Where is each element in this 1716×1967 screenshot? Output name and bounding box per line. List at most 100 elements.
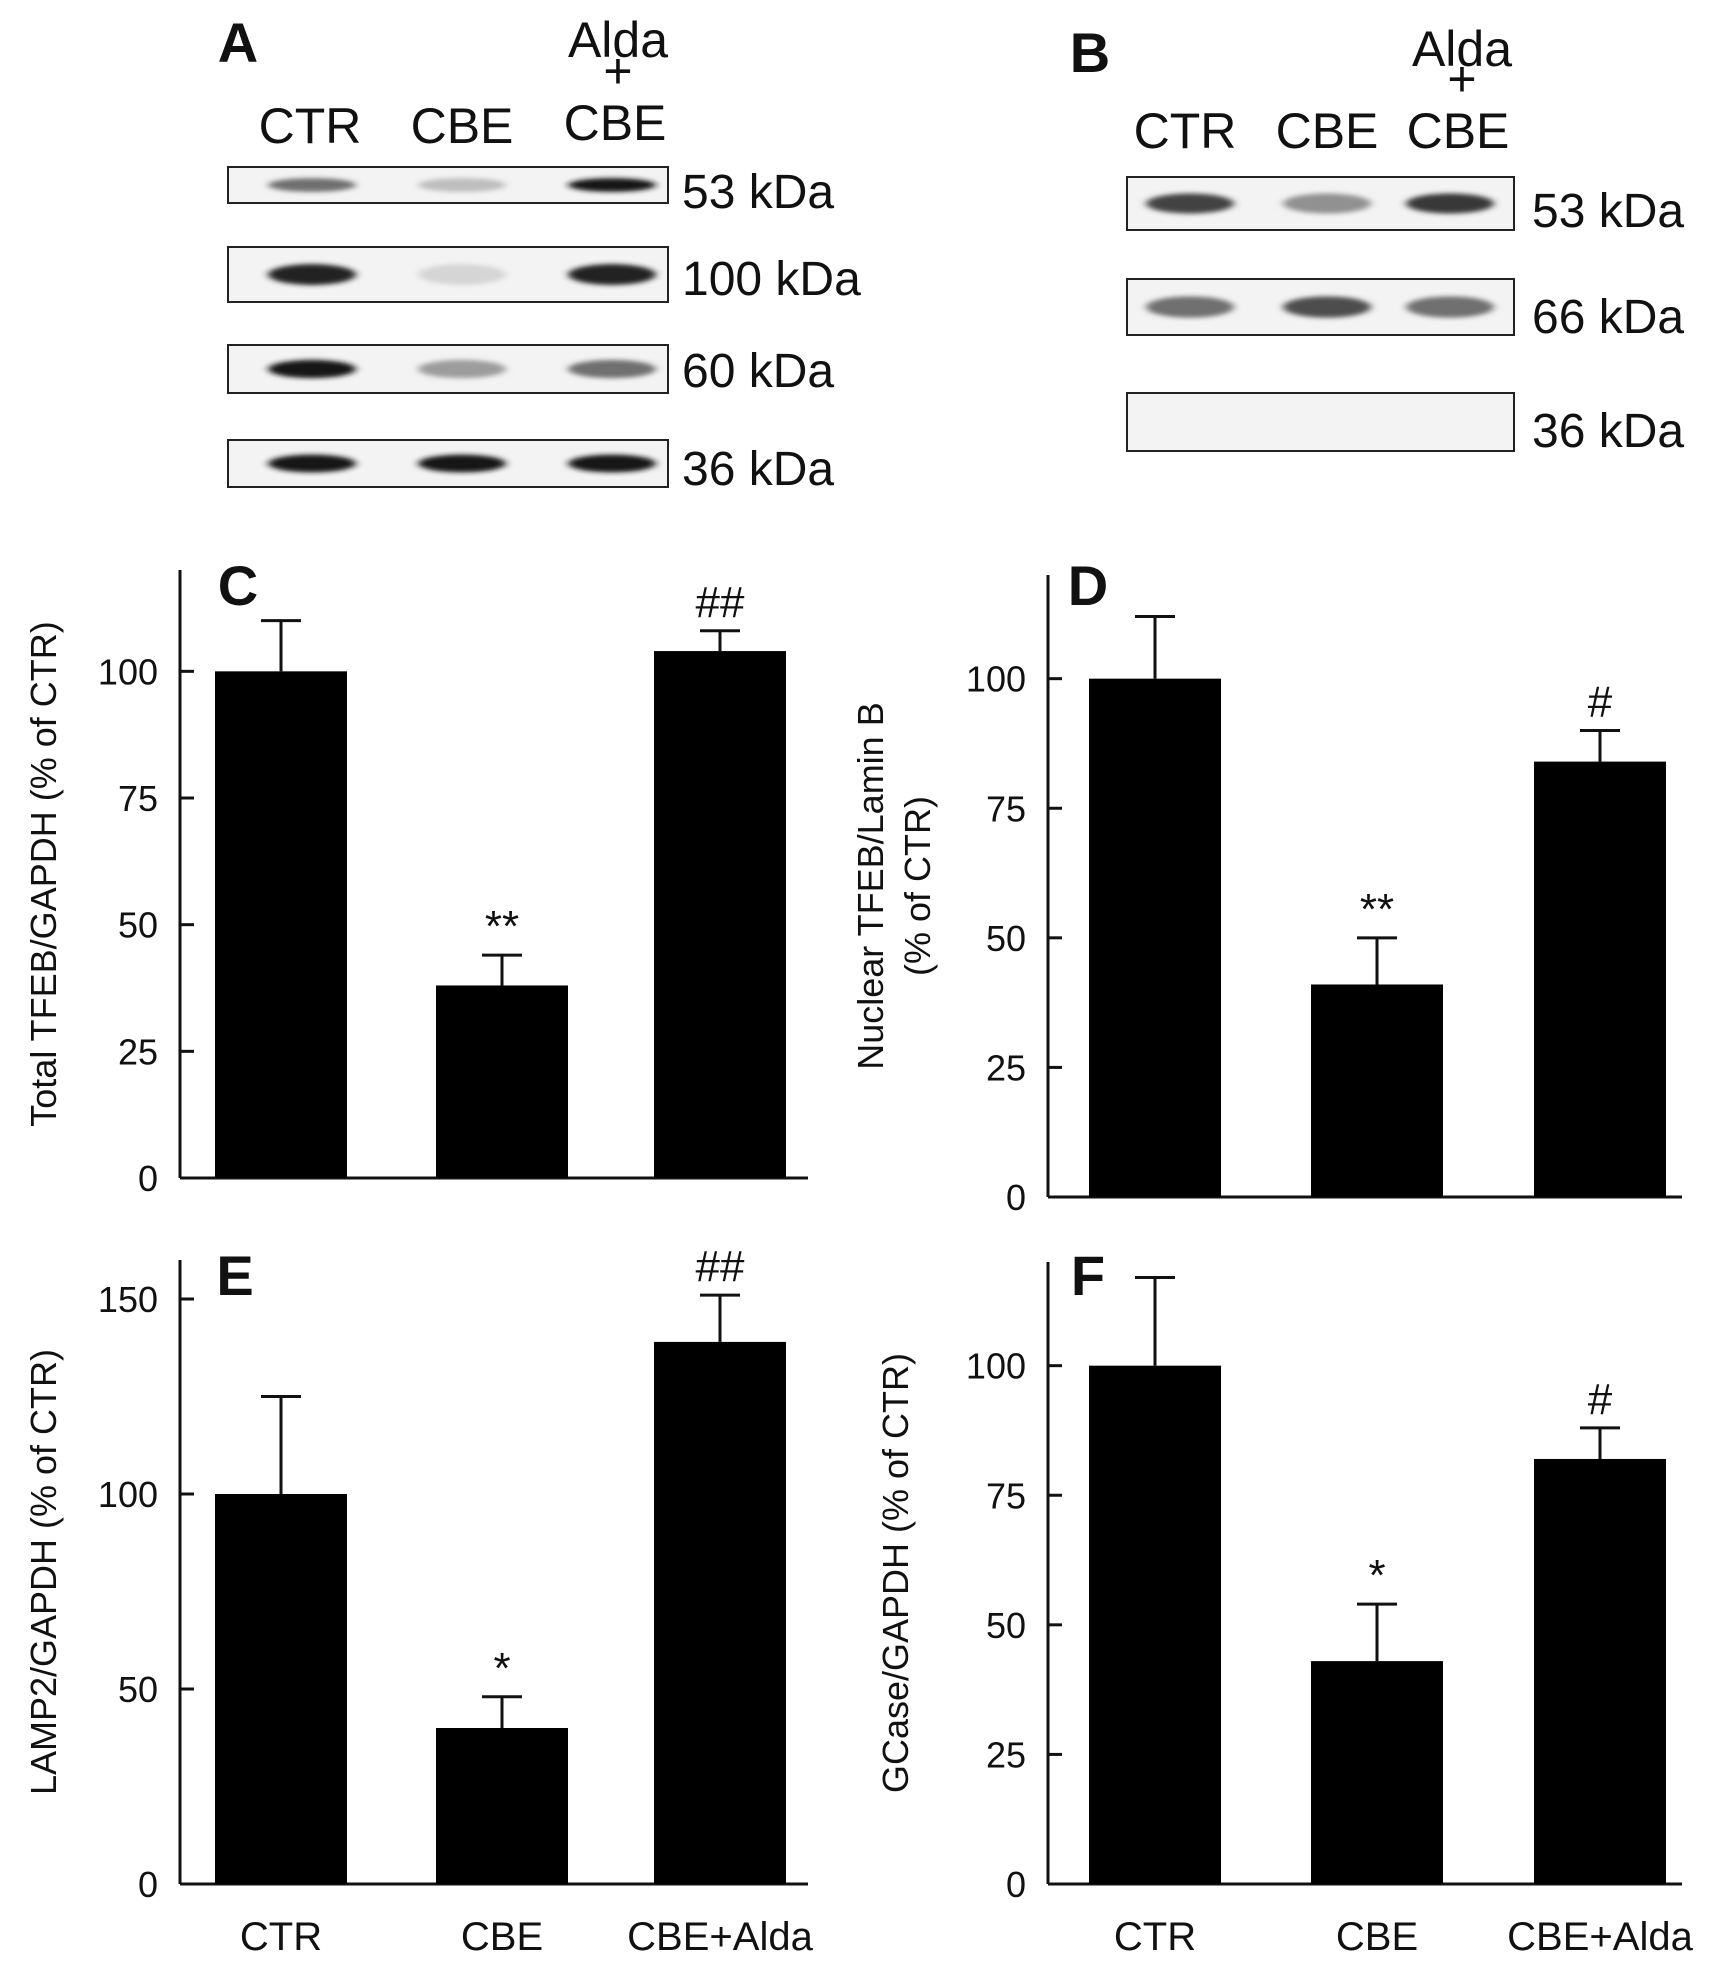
molecular-weight-label: 36 kDa (682, 443, 834, 496)
molecular-weight-label: 66 kDa (1532, 291, 1684, 344)
panel-letter-a: A (218, 11, 258, 74)
y-axis-label: GCase/GAPDH (% of CTR) (875, 1353, 916, 1793)
molecular-weight-label: 36 kDa (1532, 405, 1684, 458)
blot-row: LAMP2100 kDa (227, 246, 861, 306)
bar-cbe-alda (654, 651, 786, 1178)
lane-label: CBE (1407, 103, 1510, 159)
lane-label: CBE (564, 95, 667, 151)
panel-letter-c: C (218, 554, 258, 617)
protein-band (1283, 193, 1371, 214)
protein-band (1406, 296, 1494, 318)
bar-cbe (436, 1728, 568, 1884)
y-axis-label: Nuclear TFEB/Lamin B (850, 702, 891, 1069)
y-axis-label: (% of CTR) (897, 796, 938, 976)
lane-label: Alda (568, 12, 668, 68)
chart-panel-c: C 0 25 50 75 100 Total TFEB/GAPDH (% of CTR) **… (23, 554, 808, 1199)
y-tick-label: 0 (1006, 1864, 1026, 1905)
protein-band (268, 178, 356, 192)
bar-cbe (436, 985, 568, 1178)
y-tick-label: 150 (98, 1279, 158, 1320)
blot-row: NuclearTFEB53 kDa (0, 158, 1684, 238)
bar-ctr (1089, 678, 1221, 1197)
bar-ctr (1089, 1365, 1221, 1884)
chart-panel-d: D 0 25 50 75 100 Nuclear TFEB/Lamin B (% of CTR… (850, 554, 1682, 1218)
lane-label: CBE (1276, 103, 1379, 159)
chart-panel-e: E 0 50 100 150 LAMP2/GAPDH (% of CTR) CTR * CBE #… (23, 1242, 814, 1959)
protein-band (268, 454, 356, 473)
y-tick-label: 25 (986, 1047, 1026, 1088)
lane-label: CTR (1134, 103, 1237, 159)
significance-marker: ## (696, 578, 745, 627)
protein-band (418, 454, 506, 473)
protein-band (268, 359, 356, 379)
blot-row: TotalTFEB53 kDa (227, 166, 834, 219)
blot-strip (1126, 392, 1515, 452)
panel-letter-f: F (1071, 1244, 1105, 1307)
panel-letter-d: D (1068, 554, 1108, 617)
x-category-label: CBE+Alda (627, 1915, 813, 1959)
x-category-label: CBE+Alda (1507, 1915, 1693, 1959)
protein-band (418, 359, 506, 379)
protein-band (418, 264, 506, 285)
bar-cbe-alda (1534, 761, 1666, 1197)
protein-band (568, 264, 656, 285)
significance-marker: * (1368, 1551, 1385, 1600)
bar-ctr (215, 1494, 347, 1884)
molecular-weight-label: 100 kDa (682, 253, 861, 306)
y-tick-label: 100 (98, 651, 158, 692)
molecular-weight-label: 53 kDa (682, 166, 834, 219)
y-tick-label: 100 (966, 1346, 1026, 1387)
y-tick-label: 100 (98, 1474, 158, 1515)
protein-band (568, 454, 656, 473)
protein-band (568, 178, 656, 192)
y-axis-label: Total TFEB/GAPDH (% of CTR) (23, 621, 64, 1126)
bar-ctr (215, 671, 347, 1178)
lane-label: CBE (411, 98, 514, 154)
significance-marker: ## (696, 1242, 745, 1291)
panel-letter-e: E (216, 1244, 253, 1307)
bar-cbe-alda (654, 1341, 786, 1884)
y-axis-label: LAMP2/GAPDH (% of CTR) (23, 1349, 64, 1795)
bar-cbe-alda (1534, 1458, 1666, 1884)
y-tick-label: 50 (118, 905, 158, 946)
x-category-label: CBE (461, 1915, 543, 1959)
bar-cbe (1311, 984, 1443, 1197)
y-tick-label: 75 (986, 1475, 1026, 1516)
blot-row: GCase60 kDa (227, 344, 834, 398)
protein-band (268, 264, 356, 285)
protein-band (568, 359, 656, 379)
protein-band (1406, 193, 1494, 214)
y-tick-label: 0 (1006, 1177, 1026, 1218)
protein-band (1146, 296, 1234, 318)
protein-band (1146, 193, 1234, 214)
protein-band (418, 178, 506, 192)
y-tick-label: 50 (986, 918, 1026, 959)
significance-marker: ** (485, 902, 519, 951)
blot-row: Lamin B66 kDa (1126, 278, 1684, 344)
y-tick-label: 25 (986, 1734, 1026, 1775)
y-tick-label: 50 (118, 1669, 158, 1710)
significance-marker: # (1588, 678, 1613, 727)
lane-label: CTR (259, 98, 362, 154)
y-tick-label: 75 (986, 788, 1026, 829)
lane-label: + (1447, 51, 1476, 107)
bar-cbe (1311, 1661, 1443, 1884)
y-tick-label: 25 (118, 1031, 158, 1072)
molecular-weight-label: 53 kDa (1532, 185, 1684, 238)
lane-label: + (603, 43, 632, 99)
x-category-label: CBE (1336, 1915, 1418, 1959)
y-tick-label: 75 (118, 778, 158, 819)
chart-panel-f: F 0 25 50 75 100 GCase/GAPDH (% of CTR) CTR * CBE… (875, 1244, 1694, 1959)
molecular-weight-label: 60 kDa (682, 345, 834, 398)
y-tick-label: 0 (138, 1864, 158, 1905)
significance-marker: # (1588, 1375, 1613, 1424)
significance-marker: ** (1360, 885, 1394, 934)
y-tick-label: 0 (138, 1158, 158, 1199)
significance-marker: * (493, 1644, 510, 1693)
blot-row: GAPDH36 kDa (227, 439, 834, 496)
